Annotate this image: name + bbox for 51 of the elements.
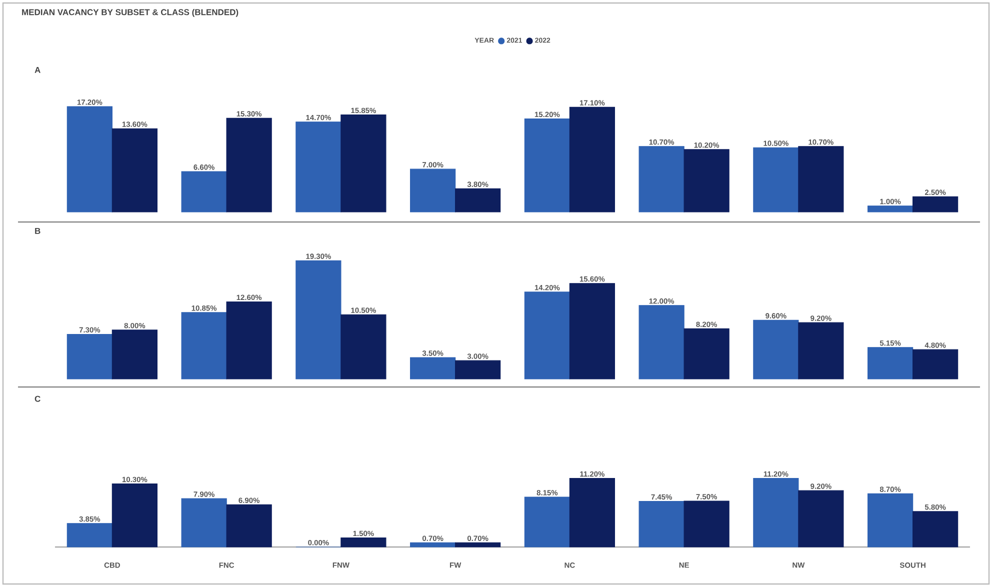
bar [226,118,272,212]
bar [112,484,158,548]
bar [524,496,570,548]
bar [638,146,684,212]
bar [638,305,684,380]
bar [753,147,799,212]
bar [181,312,227,380]
bar [340,114,386,212]
chart-title: B [35,228,40,234]
bar [455,542,501,548]
bar [340,314,386,380]
bar [112,128,158,212]
bar [410,168,456,212]
bar [524,118,570,212]
bar [410,357,456,380]
bar [753,478,799,548]
bar [798,490,844,548]
bar [296,122,342,212]
bar [181,498,227,548]
bar [684,149,730,212]
bar [684,500,730,548]
bar [912,511,958,548]
bar [66,523,112,548]
bar [66,106,112,212]
bar [569,478,615,548]
bar [684,328,730,380]
bar [569,106,615,212]
bar [569,283,615,380]
bar [798,322,844,380]
bar [868,347,914,380]
chart-subtitle: A [34,66,40,73]
bar [868,206,914,212]
bar [226,301,272,380]
chart-title: MEDIAN VACANCY BY SUBSET & CLASS (BLENDED) [22,8,238,17]
bar [524,292,570,380]
bar [66,334,112,380]
bar [112,330,158,380]
chart-title: C [34,396,40,402]
bar [410,542,456,548]
bar [868,493,914,548]
bar [455,360,501,380]
bar [912,196,958,212]
bar [226,504,272,548]
bar [912,349,958,380]
bar [296,260,342,380]
bar [638,501,684,548]
bar [455,188,501,212]
bar [181,171,227,212]
bar [340,538,386,548]
bar [753,320,799,380]
bar [798,146,844,212]
